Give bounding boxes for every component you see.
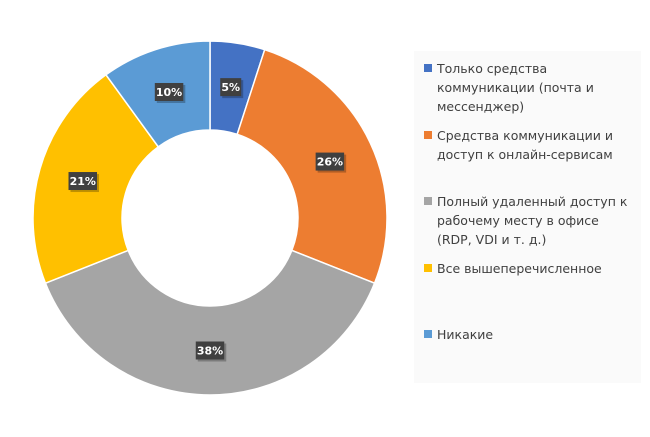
donut-slice (44, 249, 376, 396)
data-label: 21% (68, 172, 100, 193)
label-text: 26% (317, 156, 343, 169)
label-box (68, 172, 98, 191)
legend-item: Все вышеперечисленное (424, 259, 636, 278)
data-label: 10% (154, 82, 186, 103)
legend-label: Полный удаленный доступ к рабочему месту… (437, 194, 628, 247)
label-box (195, 341, 225, 360)
legend-label: Только средства коммуникации (почта и ме… (437, 61, 594, 114)
label-text: 5% (221, 81, 240, 94)
legend-swatch (424, 197, 432, 205)
label-box (315, 152, 345, 171)
legend-label: Все вышеперечисленное (437, 261, 602, 276)
legend-swatch (424, 131, 432, 139)
data-label: 38% (195, 341, 227, 362)
data-label: 5% (220, 78, 244, 99)
label-text: 38% (197, 345, 223, 358)
donut-slice (236, 48, 388, 285)
data-label: 26% (315, 152, 347, 173)
label-text: 21% (70, 175, 96, 188)
legend: Только средства коммуникации (почта и ме… (414, 51, 641, 383)
legend-item: Только средства коммуникации (почта и ме… (424, 59, 636, 116)
label-box (154, 82, 184, 101)
legend-item: Полный удаленный доступ к рабочему месту… (424, 192, 636, 249)
legend-label: Средства коммуникации и доступ к онлайн-… (437, 128, 613, 162)
legend-swatch (424, 330, 432, 338)
legend-swatch (424, 64, 432, 72)
label-text: 10% (156, 86, 182, 99)
legend-swatch (424, 264, 432, 272)
legend-item: Никакие (424, 325, 636, 344)
label-box (220, 78, 242, 97)
legend-item: Средства коммуникации и доступ к онлайн-… (424, 126, 636, 164)
legend-label: Никакие (437, 327, 494, 342)
